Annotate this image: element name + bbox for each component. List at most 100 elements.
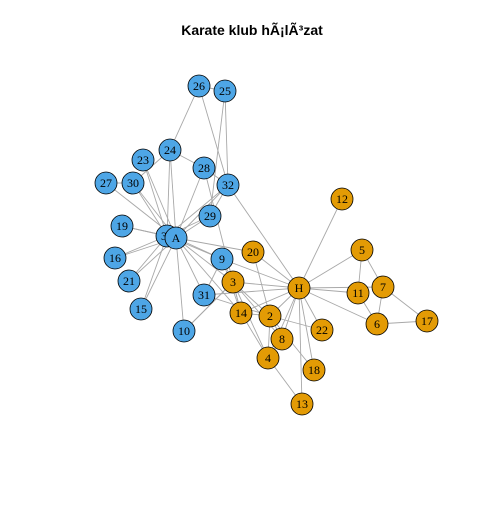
node-label: 21 [123, 274, 135, 288]
node-circle [110, 214, 134, 238]
node-label: 2 [267, 309, 273, 323]
edge-4-H [267, 287, 300, 359]
node-label: 31 [198, 288, 210, 302]
node-30: 30 [121, 171, 145, 195]
node-label: 32 [222, 178, 234, 192]
node-label: 25 [219, 84, 231, 98]
node-label: 3 [230, 275, 236, 289]
edge-13-H [298, 287, 303, 405]
node-8: 8 [270, 327, 294, 351]
node-label: 11 [352, 286, 364, 300]
node-label: 12 [336, 192, 348, 206]
edge-3-A [175, 237, 234, 283]
node-circle [192, 156, 216, 180]
node-label: 18 [308, 363, 320, 377]
node-circle [310, 318, 334, 342]
node-circle [302, 358, 326, 382]
node-28: 28 [192, 156, 216, 180]
edge-15-A [140, 237, 177, 310]
node-7: 7 [371, 275, 395, 299]
node-13: 13 [290, 392, 314, 416]
node-label: 16 [109, 251, 121, 265]
node-circle [229, 301, 253, 325]
node-label: 6 [374, 317, 380, 331]
edge-26-24 [169, 85, 200, 151]
node-circle [371, 275, 395, 299]
node-H: H [287, 276, 311, 300]
node-5: 5 [350, 238, 374, 262]
node-20: 20 [241, 240, 265, 264]
node-A: A [164, 226, 188, 250]
edge-28-A [175, 167, 205, 239]
node-circle [350, 238, 374, 262]
edge-3-4 [232, 281, 269, 359]
node-18: 18 [302, 358, 326, 382]
node-23: 23 [131, 148, 155, 172]
node-11: 11 [346, 281, 370, 305]
node-6: 6 [365, 312, 389, 336]
graph-title: Karate klub hÃ¡lÃ³zat [181, 22, 323, 38]
edge-24-A [169, 149, 177, 239]
edge-5-H [298, 249, 363, 289]
node-circle [365, 312, 389, 336]
node-label: 22 [316, 323, 328, 337]
edge-3-10 [183, 281, 234, 332]
node-label: 30 [127, 176, 139, 190]
node-label: 23 [137, 153, 149, 167]
node-label: 20 [247, 245, 259, 259]
edge-25-32 [224, 90, 229, 186]
node-27: 27 [94, 171, 118, 195]
node-24: 24 [158, 138, 182, 162]
edge-23-A [142, 159, 177, 239]
edge-26-32 [198, 85, 229, 186]
node-circle [158, 138, 182, 162]
node-25: 25 [213, 79, 237, 103]
node-circle [129, 297, 153, 321]
edge-23-33 [142, 159, 168, 237]
node-circle [270, 327, 294, 351]
node-circle [94, 171, 118, 195]
node-circle [198, 204, 222, 228]
node-22: 22 [310, 318, 334, 342]
node-label: 9 [219, 252, 225, 266]
node-12: 12 [330, 187, 354, 211]
node-31: 31 [192, 283, 216, 307]
node-label: 14 [235, 306, 247, 320]
edge-15-33 [140, 235, 168, 310]
node-circle [131, 148, 155, 172]
node-32: 32 [216, 173, 240, 197]
node-14: 14 [229, 301, 253, 325]
node-label: 17 [421, 314, 433, 328]
node-circle [330, 187, 354, 211]
node-29: 29 [198, 204, 222, 228]
node-15: 15 [129, 297, 153, 321]
node-3: 3 [221, 270, 245, 294]
node-17: 17 [415, 309, 439, 333]
node-2: 2 [258, 304, 282, 328]
node-label: 26 [193, 79, 205, 93]
node-label: 4 [265, 351, 271, 365]
node-circle [256, 346, 280, 370]
node-circle [346, 281, 370, 305]
node-circle [213, 79, 237, 103]
edge-24-33 [166, 149, 171, 237]
node-circle [287, 276, 311, 300]
node-circle [216, 173, 240, 197]
node-label: 8 [279, 332, 285, 346]
node-circle [221, 270, 245, 294]
node-10: 10 [172, 319, 196, 343]
node-label: H [295, 281, 304, 295]
node-label: 28 [198, 161, 210, 175]
node-16: 16 [103, 246, 127, 270]
edge-14-A [175, 237, 242, 314]
node-circle [258, 304, 282, 328]
node-circle [172, 319, 196, 343]
edge-3-8 [232, 281, 283, 340]
edge-12-H [298, 198, 343, 289]
edge-20-A [175, 237, 254, 253]
edge-18-H [298, 287, 315, 371]
edge-9-H [221, 258, 300, 289]
node-4: 4 [256, 346, 280, 370]
